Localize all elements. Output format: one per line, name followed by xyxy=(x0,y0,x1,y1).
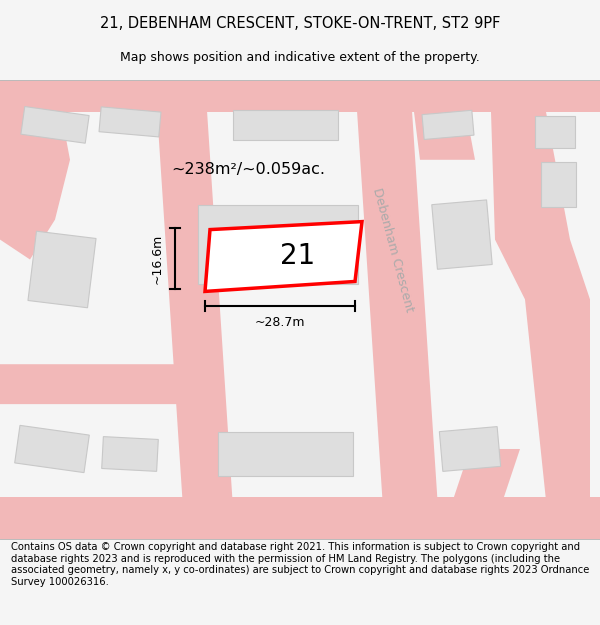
Text: ~16.6m: ~16.6m xyxy=(151,233,163,284)
Polygon shape xyxy=(439,427,500,471)
Polygon shape xyxy=(14,426,89,472)
Polygon shape xyxy=(99,107,161,137)
Polygon shape xyxy=(218,431,353,476)
Polygon shape xyxy=(198,204,358,284)
Text: Map shows position and indicative extent of the property.: Map shows position and indicative extent… xyxy=(120,51,480,64)
Polygon shape xyxy=(0,364,215,404)
Polygon shape xyxy=(233,110,337,140)
Polygon shape xyxy=(422,110,474,139)
Text: Contains OS data © Crown copyright and database right 2021. This information is : Contains OS data © Crown copyright and d… xyxy=(11,542,589,587)
Polygon shape xyxy=(535,116,575,148)
Polygon shape xyxy=(102,437,158,471)
Polygon shape xyxy=(490,80,590,539)
Polygon shape xyxy=(155,80,235,539)
Text: 21, DEBENHAM CRESCENT, STOKE-ON-TRENT, ST2 9PF: 21, DEBENHAM CRESCENT, STOKE-ON-TRENT, S… xyxy=(100,16,500,31)
Polygon shape xyxy=(21,106,89,143)
Text: 21: 21 xyxy=(280,242,316,270)
Polygon shape xyxy=(0,160,45,209)
Polygon shape xyxy=(432,200,492,269)
Polygon shape xyxy=(28,231,96,308)
Polygon shape xyxy=(440,449,520,539)
Polygon shape xyxy=(0,80,600,112)
Polygon shape xyxy=(0,80,70,259)
Text: ~238m²/~0.059ac.: ~238m²/~0.059ac. xyxy=(171,162,325,177)
Text: ~28.7m: ~28.7m xyxy=(255,316,305,329)
Polygon shape xyxy=(410,80,475,160)
Text: Debenham Crescent: Debenham Crescent xyxy=(370,186,416,313)
Polygon shape xyxy=(0,497,600,539)
Polygon shape xyxy=(205,222,362,291)
Polygon shape xyxy=(355,80,440,539)
Polygon shape xyxy=(541,162,575,207)
